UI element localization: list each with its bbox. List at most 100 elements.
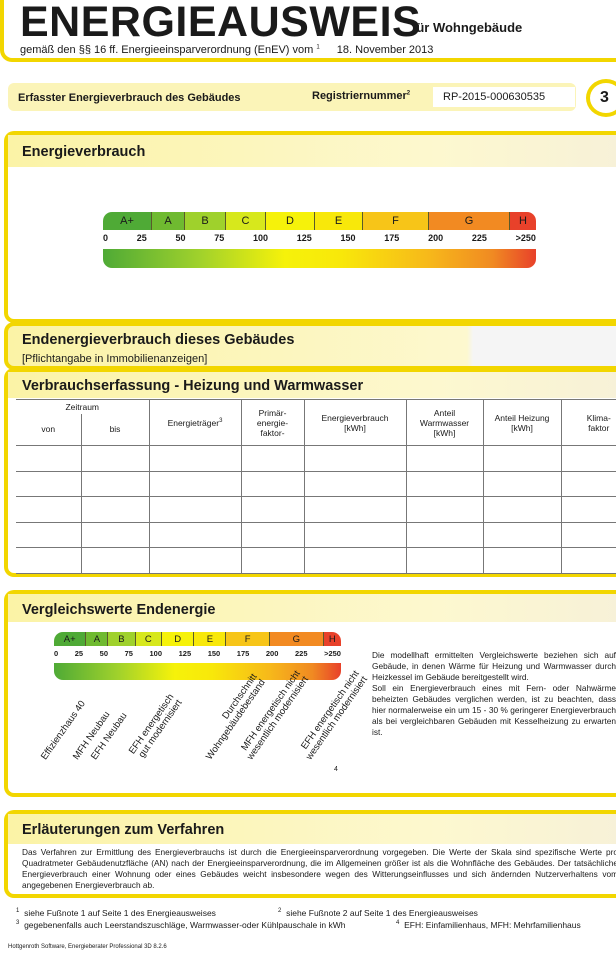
scale-tick: 0 bbox=[103, 233, 109, 243]
energy-class-g: G bbox=[429, 212, 510, 230]
table-cell bbox=[405, 496, 484, 523]
section-title: Energieverbrauch bbox=[22, 144, 146, 160]
table-cell bbox=[560, 496, 616, 523]
table-cell bbox=[240, 496, 305, 523]
table-cell bbox=[16, 496, 82, 523]
consumption-section: Verbrauchserfassung - Heizung und Warmwa… bbox=[4, 368, 616, 577]
table-cell bbox=[303, 496, 407, 523]
table-cell bbox=[482, 547, 562, 574]
energy-class-c: C bbox=[226, 212, 266, 230]
table-cell bbox=[80, 521, 150, 548]
scale-tick: 0 bbox=[54, 649, 59, 658]
footnote: 1 siehe Fußnote 1 auf Seite 1 des Energi… bbox=[16, 908, 216, 918]
energy-class-a-plus: A+ bbox=[103, 212, 152, 230]
section-title: Verbrauchserfassung - Heizung und Warmwa… bbox=[22, 378, 364, 394]
col-from: von bbox=[16, 413, 82, 446]
table-cell bbox=[16, 547, 82, 574]
energy-class-f: F bbox=[363, 212, 429, 230]
software-credit: Hottgenroth Software, Energieberater Pro… bbox=[8, 944, 167, 950]
energy-section: Energieverbrauch A+ A B C D E F G H 0 25 50 75 100 12… bbox=[4, 131, 616, 323]
scale-tick: 25 bbox=[136, 233, 147, 243]
col-period: Zeitraum bbox=[16, 399, 150, 414]
scale-tick: 175 bbox=[236, 649, 250, 658]
energy-scale: A+ A B C D E F G H 0 25 50 75 100 125 150 175 200 225 >250 bbox=[103, 212, 536, 270]
table-cell bbox=[240, 521, 305, 548]
energy-class-c: C bbox=[135, 632, 162, 646]
scale-tick: 50 bbox=[175, 233, 186, 243]
section-title: Endenergieverbrauch dieses Gebäudes bbox=[22, 332, 295, 348]
table-cell bbox=[148, 496, 242, 523]
col-primary-factor: Primär- energie- faktor- bbox=[240, 399, 305, 446]
page-number-badge: 3 bbox=[586, 79, 616, 117]
explanation-text: Das Verfahren zur Ermittlung des Energie… bbox=[22, 847, 616, 890]
table-cell bbox=[560, 547, 616, 574]
table-cell bbox=[303, 445, 407, 472]
table-cell bbox=[80, 445, 150, 472]
document-title: ENERGIEAUSWEIS bbox=[20, 0, 422, 46]
table-cell bbox=[80, 470, 150, 497]
table-cell bbox=[482, 496, 562, 523]
col-carrier: Energieträger3 bbox=[148, 399, 242, 446]
scale-tick: 100 bbox=[253, 233, 269, 243]
scale-tick: 175 bbox=[384, 233, 400, 243]
energy-class-g: G bbox=[270, 632, 324, 646]
section-bar: Erfasster Energieverbrauch des Gebäudes … bbox=[8, 83, 576, 111]
energy-class-d: D bbox=[266, 212, 315, 230]
section-label: Erfasster Energieverbrauch des Gebäudes bbox=[18, 92, 241, 104]
energy-class-f: F bbox=[226, 632, 271, 646]
table-cell bbox=[482, 470, 562, 497]
table-cell bbox=[80, 496, 150, 523]
scale-tick: 125 bbox=[178, 649, 192, 658]
table-cell bbox=[16, 470, 82, 497]
table-cell bbox=[148, 521, 242, 548]
footnote: 3 gegebenenfalls auch Leerstandszuschläg… bbox=[16, 920, 346, 930]
table-row bbox=[16, 521, 616, 548]
section-title: Vergleichswerte Endenergie bbox=[22, 602, 216, 618]
energy-class-e: E bbox=[194, 632, 227, 646]
table-cell bbox=[482, 521, 562, 548]
energy-class-h: H bbox=[510, 212, 536, 230]
table-cell bbox=[240, 470, 305, 497]
table-cell bbox=[148, 445, 242, 472]
table-cell bbox=[405, 547, 484, 574]
col-warm-water: Anteil Warmwasser [kWh] bbox=[405, 399, 484, 446]
scale-tick: >250 bbox=[515, 233, 536, 243]
table-cell bbox=[148, 470, 242, 497]
col-heating: Anteil Heizung [kWh] bbox=[482, 399, 562, 446]
energy-class-e: E bbox=[315, 212, 363, 230]
scale-tick: 200 bbox=[265, 649, 279, 658]
enev-date: 18. November 2013 bbox=[336, 44, 434, 56]
scale-tick: 25 bbox=[74, 649, 84, 658]
table-cell bbox=[303, 521, 407, 548]
table-cell bbox=[405, 445, 484, 472]
comparison-scale: A+ A B C D E F G H 0 25 50 75 100 125 150 175 200 225 >250 bbox=[54, 632, 341, 680]
registration-label: Registriernummer2 bbox=[312, 90, 411, 102]
table-row bbox=[16, 547, 616, 574]
scale-tick: 225 bbox=[294, 649, 308, 658]
footnote: 2 siehe Fußnote 2 auf Seite 1 des Energi… bbox=[278, 908, 478, 918]
energy-class-a-plus: A+ bbox=[54, 632, 87, 646]
footnote-ref: 1 bbox=[316, 44, 320, 51]
scale-tick: 150 bbox=[207, 649, 221, 658]
energy-class-b: B bbox=[185, 212, 226, 230]
explanation-section: Erläuterungen zum Verfahren Das Verfahre… bbox=[4, 810, 616, 898]
table-cell bbox=[560, 445, 616, 472]
scale-tick: 75 bbox=[214, 233, 225, 243]
footnote: 4 EFH: Einfamilienhaus, MFH: Mehrfamilie… bbox=[396, 920, 581, 930]
table-cell bbox=[405, 521, 484, 548]
table-cell bbox=[560, 521, 616, 548]
col-to: bis bbox=[80, 413, 150, 446]
section-title: Erläuterungen zum Verfahren bbox=[22, 822, 225, 838]
table-cell bbox=[148, 547, 242, 574]
col-usage: Energieverbrauch [kWh] bbox=[303, 399, 407, 446]
comparison-section: Vergleichswerte Endenergie A+ A B C D E F G H 0 2… bbox=[4, 590, 616, 797]
table-cell bbox=[16, 521, 82, 548]
registration-number: RP-2015-000630535 bbox=[433, 87, 575, 107]
table-cell bbox=[16, 445, 82, 472]
scale-tick: 200 bbox=[428, 233, 444, 243]
consumption-table: Zeitraum Energieträger3 Primär- energie-… bbox=[16, 399, 616, 574]
energy-class-a: A bbox=[86, 632, 109, 646]
table-cell bbox=[482, 445, 562, 472]
scale-tick: 225 bbox=[471, 233, 487, 243]
table-cell bbox=[80, 547, 150, 574]
